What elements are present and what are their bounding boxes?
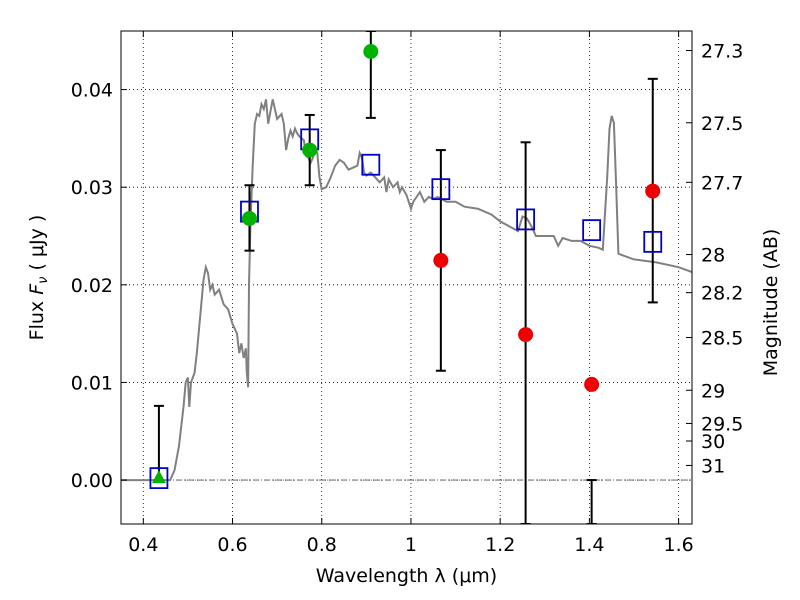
- y-tick-label: 0.04: [71, 80, 113, 102]
- magnitude-tick-label: 28.5: [701, 328, 743, 350]
- green-circle-marker: [302, 142, 318, 158]
- magnitude-tick-label: 27.3: [701, 41, 743, 63]
- x-tick-label: 0.6: [217, 534, 247, 556]
- x-tick-label: 1.4: [574, 534, 604, 556]
- red-circle-marker: [584, 376, 600, 392]
- plot-frame: [120, 30, 693, 525]
- magnitude-tick-label: 30: [701, 431, 725, 453]
- photometry-square: [149, 467, 169, 490]
- magnitude-tick-label: 29: [701, 380, 725, 402]
- magnitude-tick-label: 27.7: [701, 172, 743, 194]
- error-bars: [153, 31, 658, 524]
- y-axis-title: Flux Fν ( μJy ): [26, 215, 51, 341]
- y-tick-label: 0.00: [71, 470, 113, 492]
- model-spectrum-line: [121, 99, 692, 482]
- plot-area: [121, 31, 692, 524]
- magnitude-axis-title: Magnitude (AB): [760, 229, 782, 377]
- y-tick-label: 0.01: [71, 372, 113, 394]
- red-circle-marker: [433, 252, 449, 268]
- x-tick-label: 1: [405, 534, 417, 556]
- grid-lines: [121, 31, 692, 524]
- photometry-square: [431, 178, 451, 201]
- photometry-square: [516, 208, 536, 231]
- green-circle-marker: [363, 44, 379, 60]
- magnitude-tick-label: 31: [701, 455, 725, 477]
- magnitude-tick-label: 28: [701, 245, 725, 267]
- photometry-square: [643, 230, 663, 253]
- x-tick-label: 1.6: [664, 534, 694, 556]
- photometry-square: [361, 153, 381, 176]
- y-axis-ticks: 0.00 0.01 0.02 0.03 0.04: [71, 80, 127, 492]
- x-tick-label: 0.4: [128, 534, 158, 556]
- y-tick-label: 0.02: [71, 275, 113, 297]
- red-circle-marker: [518, 327, 534, 343]
- x-tick-label: 1.2: [485, 534, 515, 556]
- green-triangle-marker: [151, 470, 166, 484]
- magnitude-tick-label: 28.2: [701, 283, 743, 305]
- magnitude-tick-label: 27.5: [701, 113, 743, 135]
- green-circle-marker: [241, 210, 257, 226]
- y-tick-label: 0.03: [71, 177, 113, 199]
- x-axis-ticks: 0.4 0.6 0.8 1 1.2 1.4 1.6: [128, 31, 694, 556]
- photometry-square: [582, 219, 602, 242]
- y-axis-title-symbol: F: [26, 283, 48, 295]
- x-axis-title: Wavelength λ (μm): [316, 565, 497, 587]
- x-tick-label: 0.8: [307, 534, 337, 556]
- y-axis-title-subscript: ν: [36, 277, 51, 284]
- y-axis-title-part: Flux: [26, 295, 48, 341]
- magnitude-tick-label: 29.5: [701, 413, 743, 435]
- red-circle-marker: [645, 183, 661, 199]
- y-axis-title-unit: ( μJy ): [26, 215, 48, 277]
- data-markers: [149, 44, 663, 490]
